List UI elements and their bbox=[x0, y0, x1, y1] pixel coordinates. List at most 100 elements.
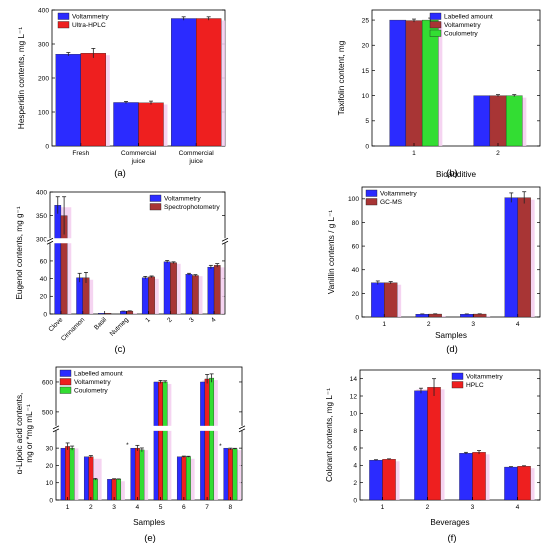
y-axis-label: Taxifolin content, mg bbox=[337, 40, 346, 115]
legend-label: Voltammetry bbox=[74, 379, 111, 386]
bar bbox=[415, 314, 429, 318]
x-tick-label: 7 bbox=[205, 504, 209, 511]
bar bbox=[80, 53, 106, 147]
bar bbox=[384, 282, 398, 318]
bar bbox=[185, 274, 193, 315]
chart-panel-e: 0 10 20 30 500 600 1 2 3 4 5 6 7 8 * * Labelled amountVo… bbox=[15, 366, 246, 544]
bar bbox=[196, 18, 222, 147]
x-tick-label: 8 bbox=[229, 504, 233, 511]
y-tick-label: 2 bbox=[353, 480, 357, 487]
bar bbox=[517, 466, 531, 501]
x-tick-label: juice bbox=[188, 158, 203, 165]
bar bbox=[185, 456, 191, 501]
bar bbox=[113, 102, 139, 147]
bar bbox=[489, 95, 507, 147]
x-tick-label: 1 bbox=[382, 321, 386, 328]
y-tick-label: 14 bbox=[350, 376, 358, 383]
y-tick-label: 10 bbox=[350, 411, 358, 418]
bar bbox=[200, 381, 206, 501]
bar bbox=[116, 479, 122, 501]
x-tick-label: 2 bbox=[427, 321, 431, 328]
y-tick-label: 8 bbox=[353, 428, 357, 435]
legend-label: Labelled amount bbox=[444, 14, 493, 21]
bar bbox=[130, 447, 136, 501]
legend-label: HPLC bbox=[466, 382, 484, 389]
legend-swatch bbox=[365, 198, 378, 206]
axis-break-gap bbox=[46, 238, 229, 244]
y-tick-label: 40 bbox=[352, 267, 360, 274]
y-tick-label: 400 bbox=[38, 7, 49, 14]
y-tick-label: 5 bbox=[365, 118, 369, 125]
bar bbox=[88, 456, 94, 501]
y-tick-label: 20 bbox=[362, 43, 370, 50]
panel-label: (d) bbox=[446, 344, 458, 355]
legend-swatch bbox=[59, 378, 72, 386]
bar bbox=[163, 261, 171, 315]
axis-break-mark bbox=[52, 428, 60, 433]
y-tick-label: 30 bbox=[46, 446, 54, 453]
x-tick-label: 3 bbox=[471, 504, 475, 511]
legend-label: Ultra-HPLC bbox=[72, 22, 106, 29]
bar bbox=[505, 95, 523, 147]
x-tick-label: 2 bbox=[89, 504, 93, 511]
bar bbox=[517, 197, 531, 318]
bar bbox=[141, 277, 149, 315]
bar bbox=[126, 310, 134, 315]
x-tick-label: 3 bbox=[471, 321, 475, 328]
legend-label: Voltammetry bbox=[466, 374, 503, 381]
legend-swatch bbox=[149, 203, 162, 211]
legend-label: GC-MS bbox=[380, 199, 403, 206]
bar bbox=[107, 479, 113, 501]
y-tick-label: 20 bbox=[352, 291, 360, 298]
x-tick-label: 1 bbox=[412, 150, 416, 157]
x-tick-label: 1 bbox=[66, 504, 70, 511]
x-tick-label: Nutmeg bbox=[109, 316, 131, 338]
y-tick-label: 0 bbox=[43, 311, 47, 318]
bar bbox=[223, 447, 229, 501]
y-tick-label: 350 bbox=[36, 213, 47, 220]
y-tick-label: 12 bbox=[350, 393, 358, 400]
y-tick-label: 300 bbox=[36, 237, 47, 244]
x-tick-label: juice bbox=[131, 158, 146, 165]
plot-frame bbox=[371, 9, 541, 147]
x-tick-label: 4 bbox=[516, 321, 520, 328]
axis-break-mark bbox=[52, 425, 60, 430]
legend-swatch bbox=[429, 21, 442, 29]
plot-frame bbox=[359, 369, 541, 501]
y-tick-label: 0 bbox=[45, 143, 49, 150]
y-tick-label: 100 bbox=[348, 196, 359, 203]
bar bbox=[153, 381, 159, 501]
y-tick-label: 600 bbox=[42, 379, 53, 386]
y-axis-label: Eugenol contents, mg g⁻¹ bbox=[15, 206, 24, 299]
bar bbox=[382, 459, 396, 501]
asterisk-mark: * bbox=[126, 442, 129, 449]
legend-swatch bbox=[59, 386, 72, 394]
axis-break-mark bbox=[221, 237, 229, 242]
legend-label: Coulometry bbox=[74, 388, 108, 395]
x-axis-label: Beverages bbox=[430, 518, 469, 527]
bar bbox=[504, 466, 518, 501]
plot-frame bbox=[361, 186, 541, 318]
plot-frame bbox=[55, 366, 243, 501]
x-axis-label: Bioadditive bbox=[436, 170, 477, 179]
bar bbox=[405, 20, 423, 147]
x-tick-label: 2 bbox=[426, 504, 430, 511]
x-tick-label: Clove bbox=[47, 316, 64, 333]
panel-label: (a) bbox=[114, 168, 126, 179]
y-tick-label: 0 bbox=[355, 314, 359, 321]
y-axis-label: α-Lipoic acid contents, bbox=[15, 393, 24, 475]
legend-swatch bbox=[365, 189, 378, 197]
axis-break-gap bbox=[52, 425, 246, 431]
bar bbox=[369, 459, 383, 501]
bar bbox=[83, 456, 89, 501]
bar bbox=[158, 381, 164, 501]
legend-label: Labelled amount bbox=[74, 371, 123, 378]
y-axis-label: Vanillin contents / g L⁻¹ bbox=[327, 210, 336, 295]
bar bbox=[371, 282, 385, 318]
axis-break-mark bbox=[46, 240, 54, 245]
legend-label: Voltammetry bbox=[380, 191, 417, 198]
legend-swatch bbox=[57, 21, 70, 29]
x-tick-label: 4 bbox=[136, 504, 140, 511]
